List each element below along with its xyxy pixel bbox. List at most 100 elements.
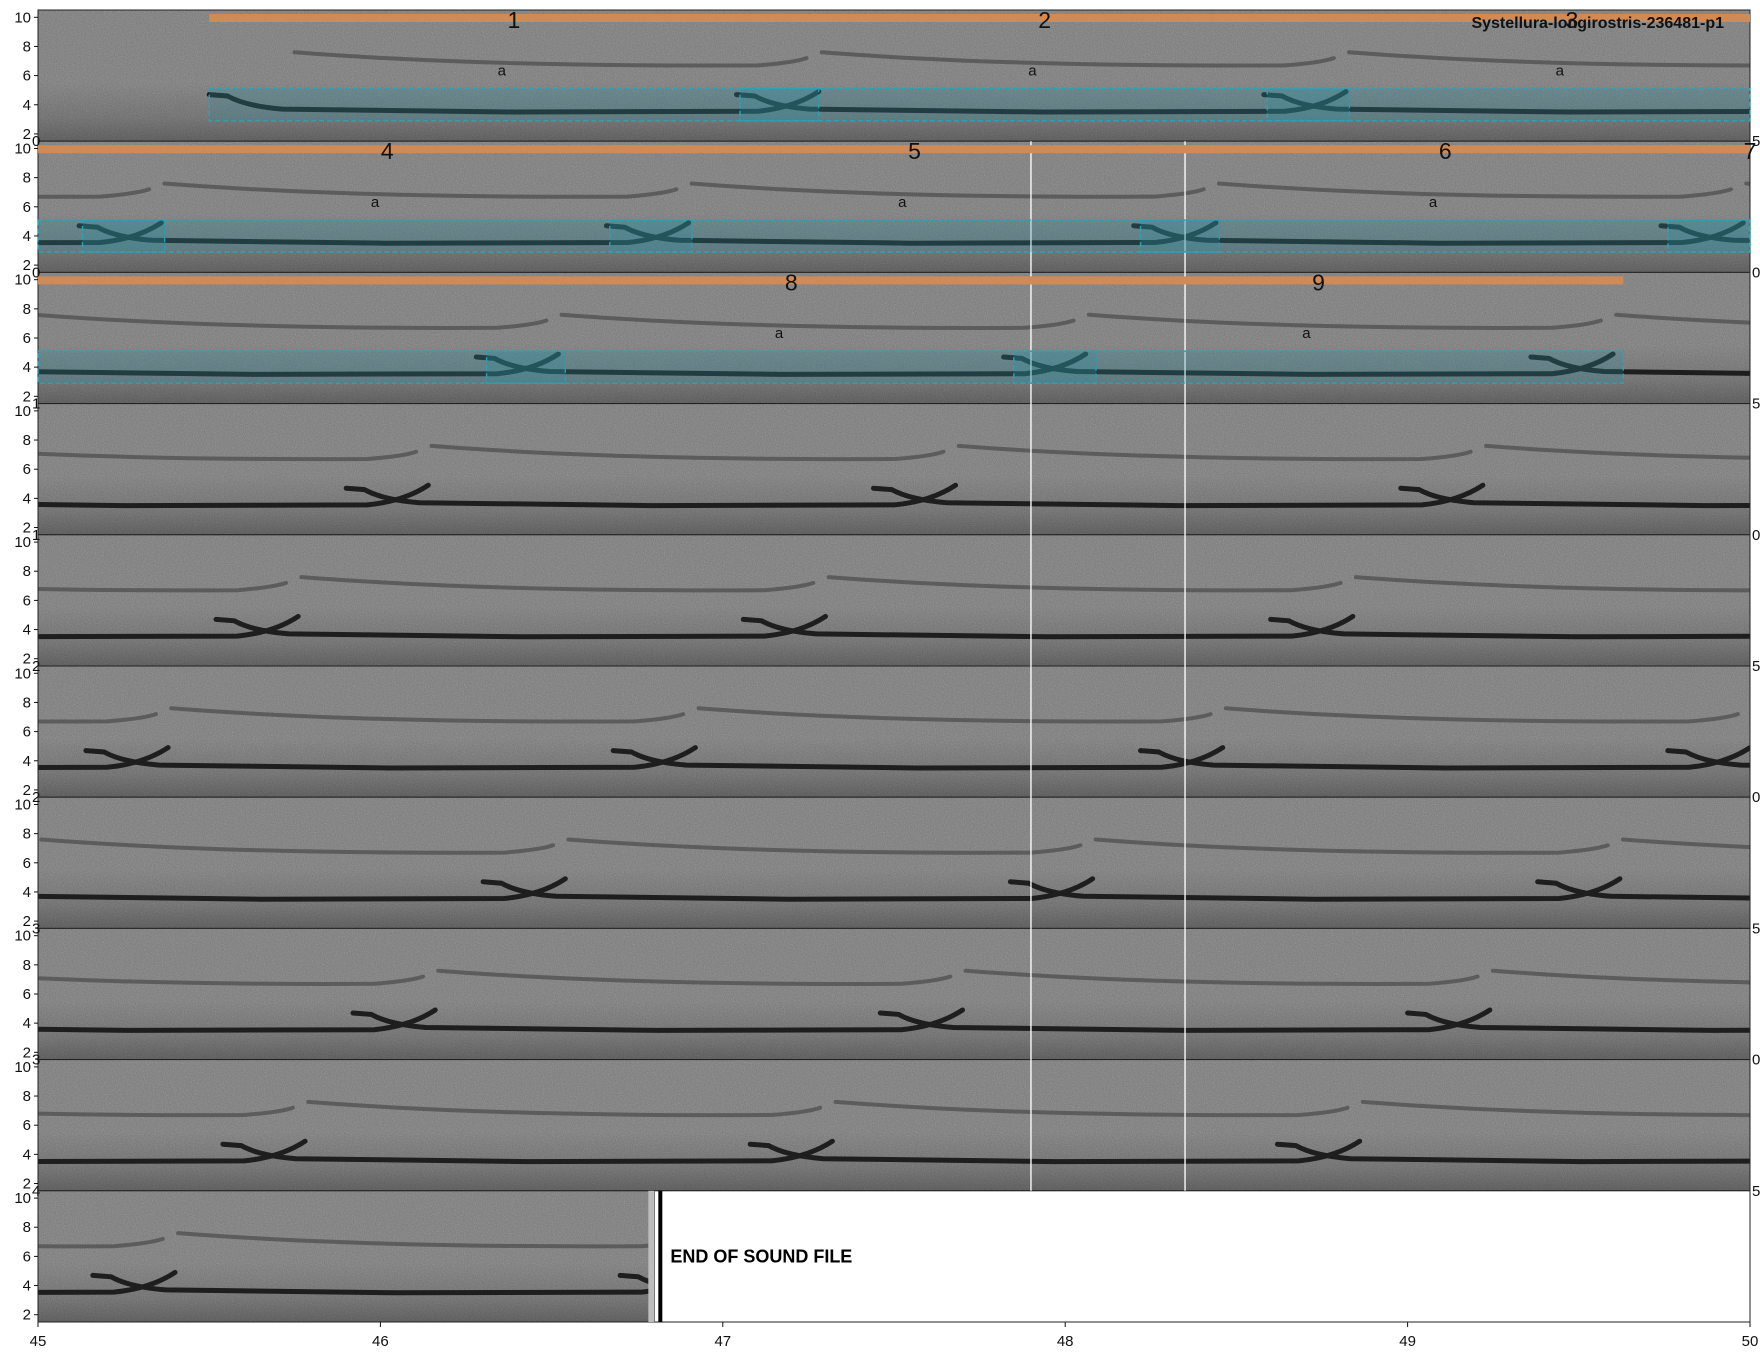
y-tick-label: 2 [23, 782, 31, 799]
row-end-label: 5 [1752, 133, 1760, 150]
y-tick-label: 4 [23, 884, 31, 901]
y-tick-label: 6 [23, 592, 31, 609]
annotation-number: 5 [908, 138, 921, 164]
annotation-type-label: a [1028, 63, 1037, 80]
row-end-label: 0 [1752, 789, 1760, 806]
annotation-type-label: a [898, 194, 907, 211]
y-tick-label: 4 [23, 622, 31, 639]
call-trace [610, 745, 1226, 771]
harmonic-trace [1360, 1099, 1750, 1118]
y-tick-label: 4 [23, 97, 31, 114]
y-tick-label: 2 [23, 913, 31, 930]
call-trace [76, 220, 692, 246]
harmonic-trace [162, 181, 679, 199]
row-start-label: 1 [32, 396, 40, 413]
y-tick-label: 8 [23, 38, 31, 55]
y-tick-label: 2 [23, 1044, 31, 1061]
harmonic-trace [1484, 443, 1750, 460]
call-trace [1131, 220, 1746, 246]
row-start-label: 0 [32, 264, 40, 281]
call-trace [1405, 1010, 1750, 1033]
row-end-label: 0 [1752, 1052, 1760, 1069]
row-end-label: 5 [1752, 920, 1760, 937]
call-trace [480, 876, 1096, 902]
y-tick-label: 8 [23, 563, 31, 580]
y-tick-label: 4 [23, 753, 31, 770]
annotation-bar [209, 14, 819, 22]
y-tick-label: 4 [23, 1015, 31, 1032]
harmonic-trace [299, 575, 816, 593]
harmonic-trace [38, 449, 419, 462]
y-tick-label: 2 [23, 651, 31, 668]
harmonic-trace [1223, 706, 1740, 724]
y-tick-label: 10 [14, 665, 31, 682]
annotation-number: 1 [508, 7, 521, 33]
row-start-label: 3 [32, 1052, 40, 1069]
annotation-bar [82, 145, 692, 154]
call-trace [213, 613, 828, 640]
call-trace [90, 1272, 655, 1296]
spectrogram-row: 2 4 6 8 10 [14, 9, 1751, 143]
harmonic-trace [1086, 312, 1603, 330]
annotation-box [739, 88, 1351, 122]
annotation-box [81, 219, 693, 253]
call-trace [740, 613, 1356, 640]
call-trace [1001, 351, 1616, 377]
y-tick-label: 4 [23, 1278, 31, 1295]
call-trace [38, 1138, 308, 1164]
y-tick-label: 10 [14, 1059, 31, 1076]
annotation-number: 2 [1038, 7, 1051, 33]
end-of-file-label: END OF SOUND FILE [670, 1246, 852, 1266]
harmonic-trace [306, 1099, 823, 1118]
annotation-bar [1267, 14, 1750, 22]
y-tick-label: 10 [14, 1190, 31, 1207]
y-tick-label: 10 [14, 403, 31, 420]
y-tick-label: 8 [23, 957, 31, 974]
harmonic-trace [1614, 312, 1750, 325]
annotation-type-label: a [1302, 325, 1311, 342]
harmonic-trace [1093, 837, 1610, 855]
harmonic-trace [819, 50, 1336, 68]
row-start-label: 2 [32, 789, 40, 806]
y-tick-label: 2 [23, 257, 31, 274]
harmonic-trace [833, 1099, 1350, 1118]
y-tick-label: 6 [23, 461, 31, 478]
call-trace [38, 482, 431, 509]
call-trace [1658, 223, 1750, 243]
annotation-box [609, 219, 1220, 253]
x-tick-label: 49 [1399, 1333, 1416, 1350]
harmonic-trace [1490, 968, 1750, 985]
call-trace [38, 745, 171, 770]
harmonic-trace [39, 837, 556, 855]
annotation-bar [486, 276, 1097, 285]
y-tick-label: 8 [23, 826, 31, 843]
harmonic-trace [38, 974, 425, 986]
y-tick-label: 8 [23, 694, 31, 711]
y-tick-label: 2 [23, 1307, 31, 1324]
annotation-number: 3 [1566, 7, 1579, 33]
row-start-label: 0 [32, 133, 40, 150]
call-trace [38, 1269, 178, 1295]
y-tick-label: 8 [23, 170, 31, 187]
row-start-label: 4 [32, 1183, 40, 1200]
harmonic-trace [689, 181, 1206, 199]
chart-title: Systellura-longirostris-236481-p1 [1471, 15, 1724, 32]
annotation-overlay: 1a2a3a4a5a6a7a8a9a [37, 7, 1756, 1191]
harmonic-trace [1347, 50, 1750, 68]
call-trace [734, 89, 1349, 115]
y-tick-label: 4 [23, 1146, 31, 1163]
annotation-box [485, 350, 1097, 384]
annotation-type-label: a [775, 325, 784, 342]
harmonic-trace [292, 50, 809, 68]
annotation-bar [38, 276, 566, 285]
row-end-label: 5 [1752, 396, 1760, 413]
harmonic-trace [1354, 575, 1750, 593]
annotation-box [37, 350, 566, 384]
end-of-file-fade [648, 1190, 655, 1322]
row-end-label: 5 [1752, 658, 1760, 675]
call-trace [1275, 1141, 1750, 1165]
call-trace [1007, 876, 1623, 902]
